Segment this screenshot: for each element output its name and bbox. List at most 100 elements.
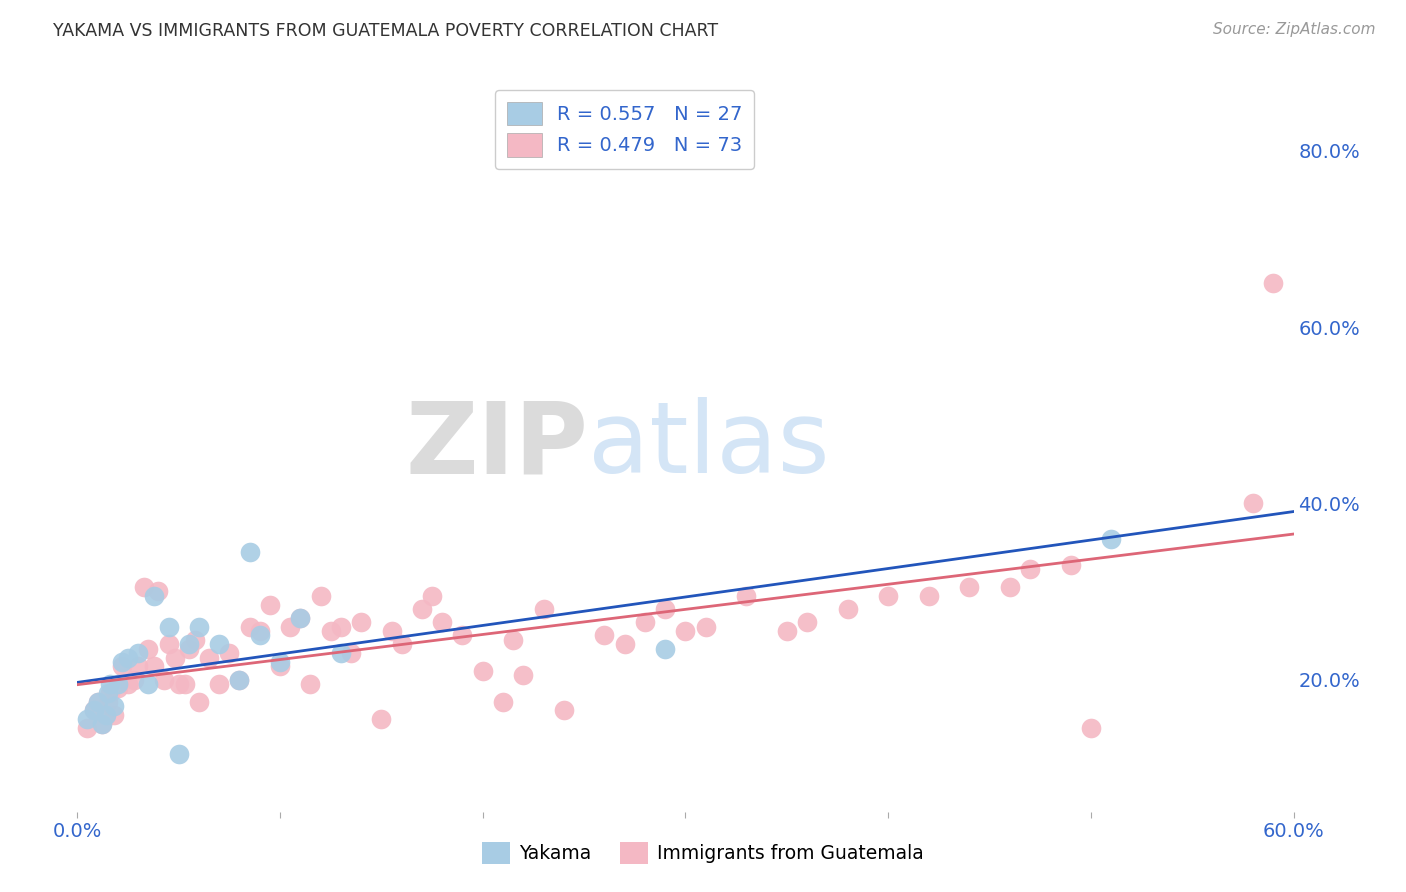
Point <box>117 677 139 691</box>
Point <box>918 589 941 603</box>
Point <box>97 695 120 709</box>
Point <box>90 716 112 731</box>
Point <box>309 589 332 603</box>
Point <box>127 646 149 660</box>
Point <box>148 584 170 599</box>
Point <box>86 695 108 709</box>
Point <box>218 646 240 660</box>
Point <box>122 673 145 687</box>
Point <box>249 628 271 642</box>
Point <box>796 615 818 630</box>
Point <box>157 620 180 634</box>
Point <box>553 703 575 717</box>
Point <box>1241 496 1264 510</box>
Point <box>208 677 231 691</box>
Point <box>103 707 125 722</box>
Legend: R = 0.557   N = 27, R = 0.479   N = 73: R = 0.557 N = 27, R = 0.479 N = 73 <box>495 90 754 169</box>
Point <box>278 620 301 634</box>
Point <box>208 637 231 651</box>
Point <box>370 712 392 726</box>
Point <box>259 598 281 612</box>
Point <box>188 620 211 634</box>
Point <box>350 615 373 630</box>
Point <box>340 646 363 660</box>
Point <box>593 628 616 642</box>
Point <box>776 624 799 638</box>
Point <box>98 686 121 700</box>
Point <box>451 628 474 642</box>
Point <box>94 707 117 722</box>
Text: atlas: atlas <box>588 398 830 494</box>
Point <box>134 580 156 594</box>
Point <box>837 602 859 616</box>
Point <box>167 747 190 762</box>
Point <box>97 686 120 700</box>
Point <box>76 712 98 726</box>
Point <box>613 637 636 651</box>
Point <box>90 716 112 731</box>
Point <box>136 677 159 691</box>
Point <box>143 589 166 603</box>
Point <box>634 615 657 630</box>
Point <box>177 641 200 656</box>
Point <box>98 677 121 691</box>
Point <box>319 624 342 638</box>
Point <box>239 620 262 634</box>
Point <box>695 620 717 634</box>
Point <box>188 695 211 709</box>
Point <box>143 659 166 673</box>
Text: Source: ZipAtlas.com: Source: ZipAtlas.com <box>1212 22 1375 37</box>
Point <box>675 624 697 638</box>
Point <box>430 615 453 630</box>
Point <box>94 707 117 722</box>
Point <box>83 703 105 717</box>
Point <box>111 655 134 669</box>
Point <box>411 602 433 616</box>
Point <box>471 664 494 678</box>
Point <box>127 659 149 673</box>
Point <box>239 545 262 559</box>
Point <box>533 602 555 616</box>
Point <box>269 655 291 669</box>
Point <box>1263 276 1285 290</box>
Point <box>957 580 980 594</box>
Point <box>269 659 291 673</box>
Point <box>228 673 250 687</box>
Point <box>249 624 271 638</box>
Point <box>1059 558 1081 572</box>
Point <box>157 637 180 651</box>
Point <box>228 673 250 687</box>
Point <box>136 641 159 656</box>
Legend: Yakama, Immigrants from Guatemala: Yakama, Immigrants from Guatemala <box>474 834 932 871</box>
Point <box>329 646 352 660</box>
Point <box>173 677 195 691</box>
Text: ZIP: ZIP <box>405 398 588 494</box>
Point <box>654 602 676 616</box>
Point <box>299 677 322 691</box>
Point <box>391 637 413 651</box>
Point <box>290 611 312 625</box>
Point <box>153 673 176 687</box>
Point <box>86 695 108 709</box>
Point <box>654 641 676 656</box>
Point <box>76 721 98 735</box>
Point <box>1080 721 1102 735</box>
Point <box>177 637 200 651</box>
Point <box>198 650 221 665</box>
Point <box>1099 532 1122 546</box>
Point <box>167 677 190 691</box>
Point <box>502 632 524 647</box>
Point <box>1019 562 1042 576</box>
Point <box>117 650 139 665</box>
Point <box>380 624 402 638</box>
Text: YAKAMA VS IMMIGRANTS FROM GUATEMALA POVERTY CORRELATION CHART: YAKAMA VS IMMIGRANTS FROM GUATEMALA POVE… <box>53 22 718 40</box>
Point <box>329 620 352 634</box>
Point <box>998 580 1021 594</box>
Point <box>111 659 134 673</box>
Point <box>83 703 105 717</box>
Point <box>735 589 758 603</box>
Point <box>512 668 534 682</box>
Point <box>290 611 312 625</box>
Point <box>163 650 186 665</box>
Point <box>420 589 443 603</box>
